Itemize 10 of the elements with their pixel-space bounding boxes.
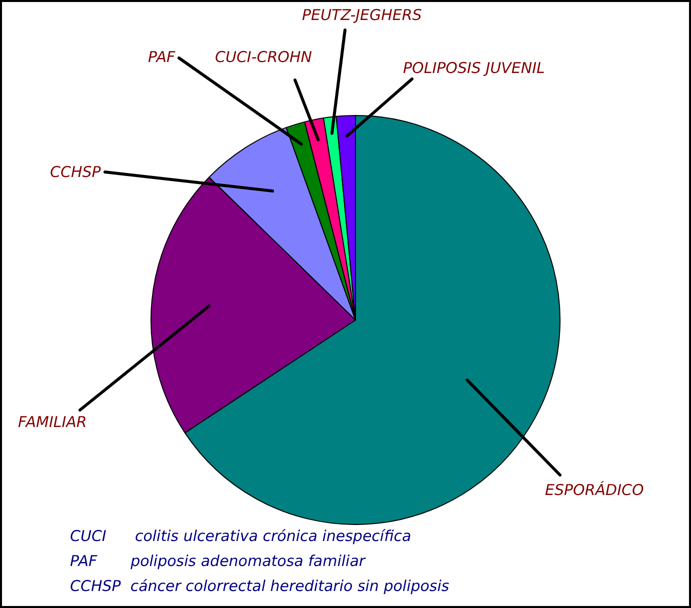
slice-label: POLIPOSIS JUVENIL — [403, 59, 545, 77]
text: CCHSP cáncer colorrectal hereditario sin poliposis — [70, 576, 450, 597]
slice-label: PEUTZ-JEGHERS — [302, 6, 422, 24]
slice-label: FAMILIAR — [18, 413, 87, 431]
slice-label: ESPORÁDICO — [545, 481, 644, 499]
text: CUCI colitis ulcerativa crónica inespecífica — [70, 526, 412, 547]
slice-label: CCHSP — [50, 163, 102, 181]
text: PAF poliposis adenomatosa familiar — [70, 551, 367, 572]
slice-label: CUCI-CROHN — [215, 48, 312, 66]
slice-label: PAF — [148, 48, 176, 66]
